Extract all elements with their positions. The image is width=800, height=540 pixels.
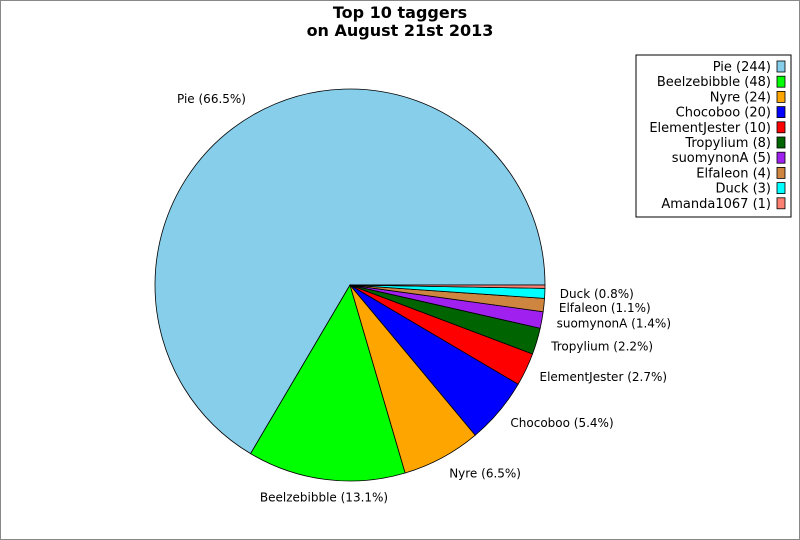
legend-swatch-suomynona — [776, 151, 786, 164]
legend-label-nyre: Nyre (24) — [710, 90, 771, 105]
legend: Pie (244)Beelzebibble (48)Nyre (24)Choco… — [635, 54, 792, 218]
pie-slices — [154, 88, 546, 482]
legend-swatch-tropylium — [776, 136, 786, 149]
legend-label-pie: Pie (244) — [713, 60, 771, 75]
legend-swatch-duck — [776, 182, 786, 195]
slice-label-suomynona: suomynonA (1.4%) — [557, 316, 671, 330]
legend-label-elementjester: ElementJester (10) — [649, 121, 771, 136]
legend-swatch-elfaleon — [776, 166, 786, 179]
legend-label-duck: Duck (3) — [716, 182, 771, 197]
legend-label-beelzebibble: Beelzebibble (48) — [657, 75, 771, 90]
legend-label-tropylium: Tropylium (8) — [684, 136, 771, 151]
slice-labels: Pie (66.5%) Beelzebibble (13.1%) Nyre (6.5… — [177, 92, 671, 504]
legend-label-chocoboo: Chocoboo (20) — [676, 106, 771, 121]
slice-label-elfaleon: Elfaleon (1.1%) — [559, 301, 651, 315]
pie-slice-amanda1067 — [349, 284, 546, 289]
legend-swatch-amanda1067 — [776, 197, 786, 210]
legend-box — [635, 54, 792, 218]
pie-slice-pie — [154, 88, 546, 455]
legend-swatch-elementjester — [776, 121, 786, 134]
legend-swatch-pie — [776, 60, 786, 73]
legend-swatch-nyre — [776, 91, 786, 103]
slice-label-tropylium: Tropylium (2.2%) — [550, 339, 653, 353]
legend-swatch-chocoboo — [776, 106, 786, 118]
slice-label-pie: Pie (66.5%) — [177, 92, 246, 106]
slice-label-beelzebibble: Beelzebibble (13.1%) — [260, 490, 388, 504]
legend-label-suomynona: suomynonA (5) — [672, 151, 771, 166]
pie-slice-beelzebibble — [250, 284, 406, 482]
legend-label-amanda1067: Amanda1067 (1) — [661, 197, 771, 212]
slice-label-duck: Duck (0.8%) — [560, 287, 634, 301]
legend-label-elfaleon: Elfaleon (4) — [696, 166, 771, 181]
slice-label-chocoboo: Chocoboo (5.4%) — [510, 416, 613, 430]
legend-swatch-beelzebibble — [776, 75, 786, 88]
chart-title-line-1: Top 10 taggers — [333, 3, 467, 22]
slice-label-elementjester: ElementJester (2.7%) — [540, 370, 668, 384]
chart-title-line-2: on August 21st 2013 — [307, 21, 494, 40]
slice-label-nyre: Nyre (6.5%) — [449, 467, 521, 481]
